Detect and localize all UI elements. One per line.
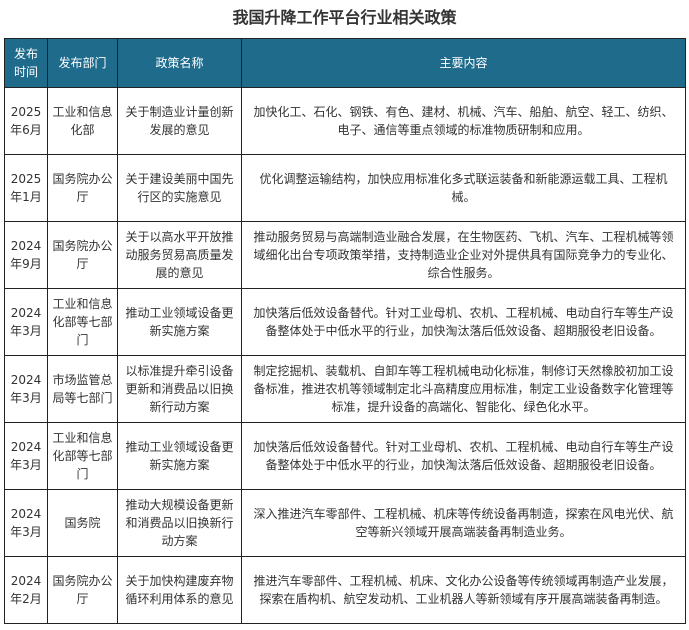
- cell-dept: 国务院办公厅: [47, 221, 118, 289]
- cell-content: 制定挖掘机、装载机、自卸车等工程机械电动化标准，制修订天然橡胶初加工设备标准，推…: [241, 355, 686, 423]
- cell-date: 2025年1月: [4, 154, 48, 222]
- cell-policy: 关于制造业计量创新发展的意见: [117, 87, 242, 155]
- cell-dept: 工业和信息化部等七部门: [47, 288, 118, 356]
- header-content: 主要内容: [241, 38, 686, 88]
- table-row: 2025年1月 国务院办公厅 关于建设美丽中国先行区的实施意见 优化调整运输结构，加快…: [4, 154, 686, 222]
- page-title: 我国升降工作平台行业相关政策: [232, 8, 457, 27]
- policy-table: 发布时间 发布部门 政策名称 主要内容 2025年6月 工业和信息化部 关于制造业计…: [4, 38, 686, 624]
- cell-policy: 关于建设美丽中国先行区的实施意见: [117, 154, 242, 222]
- cell-date: 2024年9月: [4, 221, 48, 289]
- cell-dept: 工业和信息化部等七部门: [47, 422, 118, 490]
- table-row: 2024年2月 国务院办公厅 关于加快构建废弃物循环利用体系的意见 推进汽车零部件、工…: [4, 556, 686, 624]
- cell-content: 加快落后低效设备替代。针对工业母机、农机、工程机械、电动自行车等生产设备整体处于…: [241, 288, 686, 356]
- header-policy: 政策名称: [117, 38, 242, 88]
- table-row: 2024年3月 市场监管总局等七部门 以标准提升牵引设备更新和消费品以旧换新行动方案…: [4, 355, 686, 423]
- header-date: 发布时间: [4, 38, 48, 88]
- cell-dept: 市场监管总局等七部门: [47, 355, 118, 423]
- cell-date: 2024年3月: [4, 355, 48, 423]
- cell-content: 加快化工、石化、钢铁、有色、建材、机械、汽车、船舶、航空、轻工、纺织、电子、通信…: [241, 87, 686, 155]
- cell-date: 2024年3月: [4, 422, 48, 490]
- cell-date: 2024年2月: [4, 556, 48, 624]
- cell-dept: 工业和信息化部: [47, 87, 118, 155]
- cell-policy: 以标准提升牵引设备更新和消费品以旧换新行动方案: [117, 355, 242, 423]
- cell-policy: 推动工业领域设备更新实施方案: [117, 422, 242, 490]
- table-header-row: 发布时间 发布部门 政策名称 主要内容: [4, 38, 686, 88]
- cell-policy: 推动工业领域设备更新实施方案: [117, 288, 242, 356]
- cell-date: 2024年3月: [4, 288, 48, 356]
- cell-dept: 国务院: [47, 489, 118, 557]
- cell-content: 优化调整运输结构，加快应用标准化多式联运装备和新能源运载工具、工程机械。: [241, 154, 686, 222]
- cell-content: 推动服务贸易与高端制造业融合发展，在生物医药、飞机、汽车、工程机械等领域细化出台…: [241, 221, 686, 289]
- cell-date: 2025年6月: [4, 87, 48, 155]
- cell-policy: 关于以高水平开放推动服务贸易高质量发展的意见: [117, 221, 242, 289]
- cell-content: 深入推进汽车零部件、工程机械、机床等传统设备再制造，探索在风电光伏、航空等新兴领…: [241, 489, 686, 557]
- table-row: 2024年9月 国务院办公厅 关于以高水平开放推动服务贸易高质量发展的意见 推动服务贸…: [4, 221, 686, 289]
- cell-content: 加快落后低效设备替代。针对工业母机、农机、工程机械、电动自行车等生产设备整体处于…: [241, 422, 686, 490]
- cell-dept: 国务院办公厅: [47, 556, 118, 624]
- cell-content: 推进汽车零部件、工程机械、机床、文化办公设备等传统领域再制造产业发展，探索在盾构…: [241, 556, 686, 624]
- table-row: 2024年3月 工业和信息化部等七部门 推动工业领域设备更新实施方案 加快落后低效设备…: [4, 288, 686, 356]
- cell-policy: 推动大规模设备更新和消费品以旧换新行动方案: [117, 489, 242, 557]
- table-row: 2024年3月 国务院 推动大规模设备更新和消费品以旧换新行动方案 深入推进汽车零部件…: [4, 489, 686, 557]
- cell-date: 2024年3月: [4, 489, 48, 557]
- cell-dept: 国务院办公厅: [47, 154, 118, 222]
- table-row: 2024年3月 工业和信息化部等七部门 推动工业领域设备更新实施方案 加快落后低效设备…: [4, 422, 686, 490]
- header-dept: 发布部门: [47, 38, 118, 88]
- table-row: 2025年6月 工业和信息化部 关于制造业计量创新发展的意见 加快化工、石化、钢铁、有…: [4, 87, 686, 155]
- cell-policy: 关于加快构建废弃物循环利用体系的意见: [117, 556, 242, 624]
